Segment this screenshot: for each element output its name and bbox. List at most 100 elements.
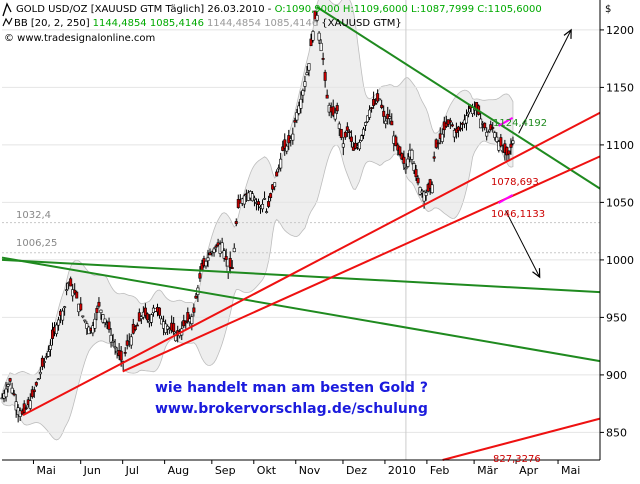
candle-body xyxy=(174,332,178,342)
candle-body xyxy=(34,382,38,386)
candle-body xyxy=(323,71,327,81)
candle-body xyxy=(42,361,46,363)
candle-body xyxy=(267,201,271,207)
chart-type-icon xyxy=(2,2,12,17)
x-tick-label: Apr xyxy=(519,464,539,477)
candle-body xyxy=(353,142,357,149)
candle-body xyxy=(4,388,8,398)
trendline-red xyxy=(122,155,601,373)
candle-body xyxy=(317,32,321,41)
candle-body xyxy=(198,273,202,279)
candle-body xyxy=(511,140,515,144)
candle-body xyxy=(252,197,256,200)
candle-body xyxy=(158,307,162,316)
candle-body xyxy=(91,325,95,334)
candle-body xyxy=(8,378,12,382)
promo-url[interactable]: www.brokervorschlag.de/schulung xyxy=(155,401,428,417)
candle-body xyxy=(206,257,210,261)
candle-body xyxy=(139,316,143,319)
candle-body xyxy=(345,126,349,131)
candle-body xyxy=(277,167,281,170)
label-1124: 1124,4192 xyxy=(493,118,547,129)
candle-body xyxy=(135,324,139,327)
candle-body xyxy=(113,346,117,349)
candle-body xyxy=(38,371,42,375)
candle-body xyxy=(107,321,111,330)
candle-body xyxy=(293,120,297,123)
x-ticks: Mai Jun Jul Aug Sep Okt Nov Dez 2010 Feb Mär Apr Mai xyxy=(32,460,580,477)
candle-body xyxy=(55,324,59,335)
candle-body xyxy=(214,245,218,248)
x-tick-label: Jul xyxy=(125,464,139,477)
candle-body xyxy=(458,127,462,130)
y-tick-label: 950 xyxy=(606,311,627,324)
candle-body xyxy=(61,310,65,321)
y-tick-label: 1150 xyxy=(606,81,634,94)
candle-body xyxy=(430,184,434,194)
candle-body xyxy=(279,158,283,169)
candle-body xyxy=(485,131,489,137)
candle-body xyxy=(186,312,190,322)
candle-body xyxy=(220,242,224,253)
candle-body xyxy=(452,130,456,138)
candle-body xyxy=(487,131,491,134)
label-1046: 1046,1133 xyxy=(491,209,545,220)
header-ohlc: O:1090,9000 H:1109,6000 L:1087,7999 C:11… xyxy=(275,4,542,15)
candle-body xyxy=(339,128,343,138)
candle-body xyxy=(364,122,368,126)
candle-body xyxy=(273,182,277,187)
x-tick-label: Jun xyxy=(83,464,101,477)
candle-body xyxy=(133,326,137,331)
candle-body xyxy=(382,110,386,117)
candle-body xyxy=(309,38,313,47)
candle-body xyxy=(261,204,265,210)
candle-body xyxy=(390,120,394,126)
label-1078: 1078,693 xyxy=(491,177,539,188)
y-tick-label: 850 xyxy=(606,426,627,439)
candle-body xyxy=(204,260,208,267)
candle-body xyxy=(315,15,319,21)
candle-body xyxy=(347,131,351,134)
label-827: 827,3276 xyxy=(493,454,541,465)
trendline-red xyxy=(442,417,601,461)
candle-body xyxy=(275,171,279,177)
bb-values-grey: 1144,4854 1085,4146 xyxy=(207,18,318,29)
candle-body xyxy=(311,31,315,41)
candle-body xyxy=(291,133,295,141)
candle-body xyxy=(331,106,335,116)
y-ticks: 850 900 950 1000 1050 1100 1150 1200 xyxy=(600,24,634,439)
candle-body xyxy=(398,146,402,155)
header-line2: BB [20, 2, 250] 1144,4854 1085,4146 1144,4… xyxy=(14,18,402,29)
candle-body xyxy=(464,115,468,124)
bb-symbol: {XAUUSD GTM} xyxy=(321,18,401,29)
y-tick-label: 1100 xyxy=(606,139,634,152)
candle-body xyxy=(10,387,14,394)
header-symbol: GOLD USD/OZ [XAUUSD GTM Täglich] 26.03.2… xyxy=(16,4,275,15)
candle-body xyxy=(265,211,269,213)
candle-body xyxy=(493,132,497,138)
label-1032: 1032,4 xyxy=(16,210,51,221)
candle-body xyxy=(297,105,301,114)
candle-body xyxy=(97,301,101,307)
candle-body xyxy=(404,167,408,170)
candle-body xyxy=(337,123,341,129)
candle-body xyxy=(357,142,361,150)
candle-body xyxy=(99,309,103,313)
x-tick-label: Mai xyxy=(36,464,55,477)
candle-body xyxy=(424,192,428,196)
candle-body xyxy=(335,105,339,112)
candle-body xyxy=(24,407,28,410)
candle-body xyxy=(81,315,85,318)
candle-body xyxy=(12,393,16,396)
candle-body xyxy=(448,120,452,123)
candle-body xyxy=(394,136,398,147)
arrow-head xyxy=(563,28,572,39)
candle-body xyxy=(83,319,87,322)
candle-body xyxy=(28,400,32,409)
candle-body xyxy=(341,143,345,148)
candle-body xyxy=(192,307,196,313)
candle-body xyxy=(194,295,198,299)
candle-body xyxy=(109,334,113,343)
candle-body xyxy=(79,303,83,311)
